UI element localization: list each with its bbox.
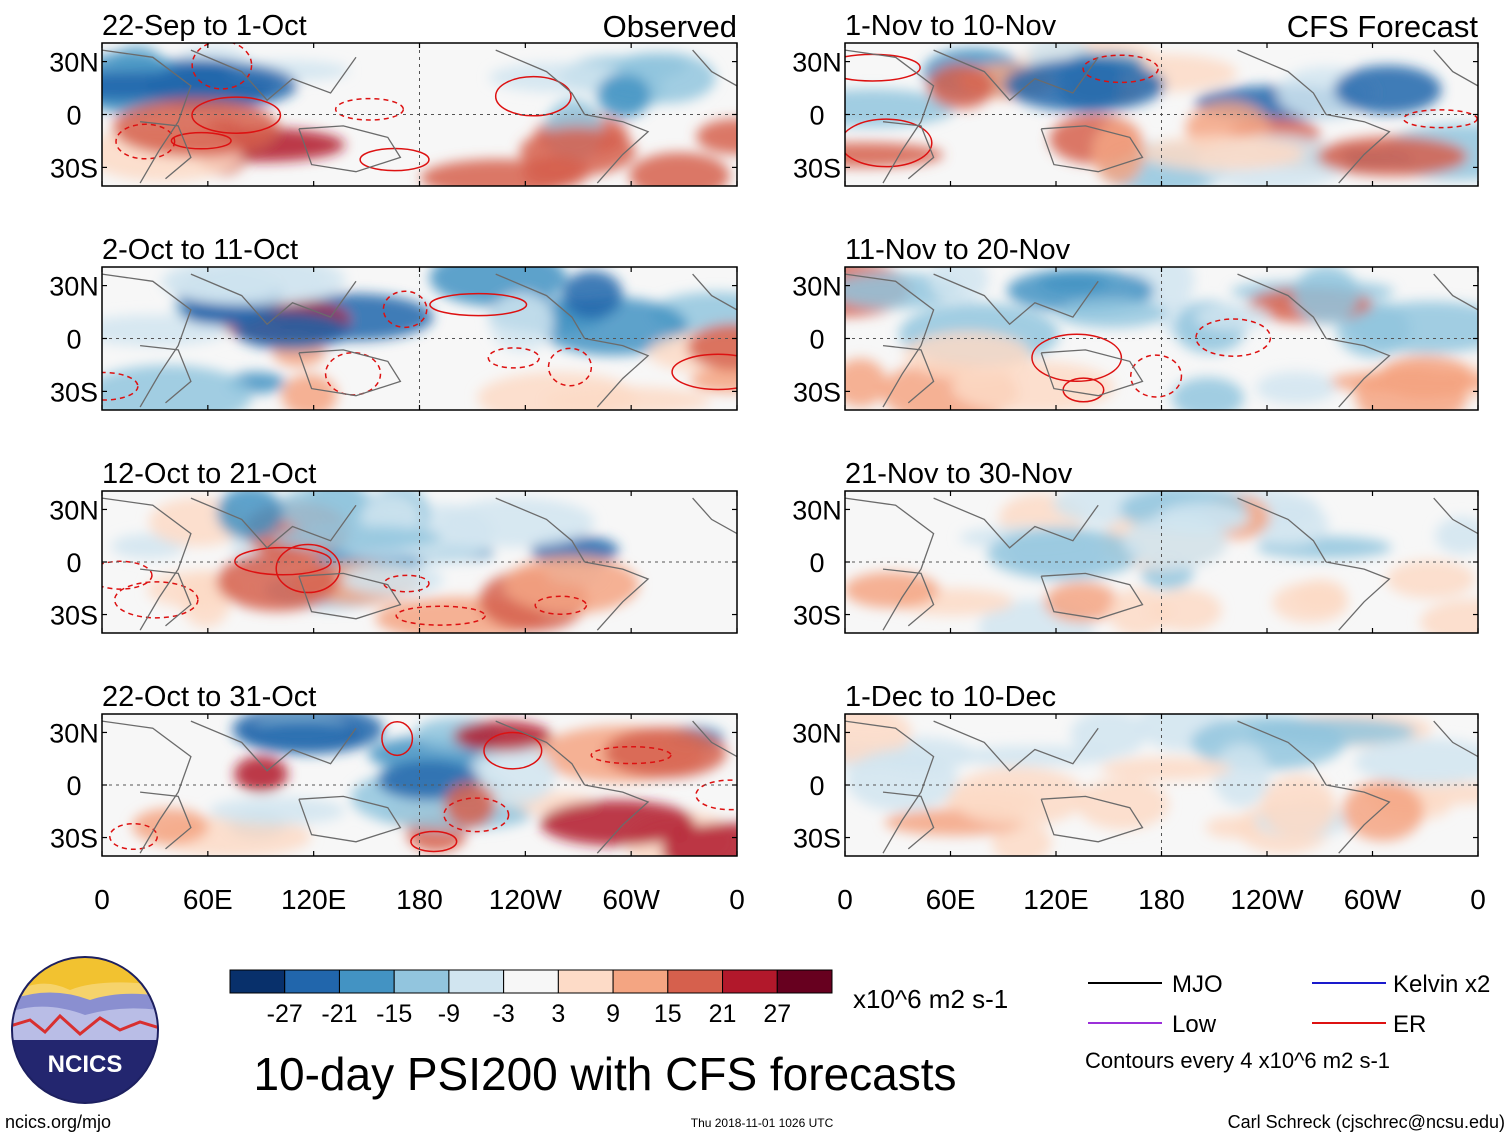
x-tick-label: 120W <box>1230 884 1304 915</box>
x-tick-label: 120E <box>1023 884 1088 915</box>
y-tick-label: 30S <box>793 153 841 183</box>
y-tick-label: 0 <box>809 771 824 801</box>
colorbar-tick-label: 3 <box>551 1000 565 1028</box>
colorbar-tick-label: 27 <box>763 1000 791 1028</box>
map-panel-obs-3: 30N 0 30S 22-Oct to 31-Oct <box>49 681 738 857</box>
y-tick-label: 0 <box>809 548 824 578</box>
panel-title: 22-Oct to 31-Oct <box>102 681 316 713</box>
colorbar-swatch <box>229 969 286 994</box>
panel-title: 12-Oct to 21-Oct <box>102 458 316 490</box>
colorbar-swatch <box>557 969 614 994</box>
colorbar-swatch <box>393 969 450 994</box>
logo-text: NCICS <box>48 1051 123 1078</box>
legend: MJO Kelvin x2 Low ER Contours every 4 x1… <box>1085 971 1490 1073</box>
units-label: x10^6 m2 s-1 <box>853 984 1008 1014</box>
colorbar: -27 -21 -15 -9 -3 3 9 15 21 27 <box>229 969 833 1028</box>
panel-title: 1-Nov to 10-Nov <box>845 10 1057 42</box>
x-tick-label: 180 <box>396 884 443 915</box>
colorbar-swatch <box>338 969 395 994</box>
x-tick-label: 60E <box>183 884 233 915</box>
footer-site-link[interactable]: ncics.org/mjo <box>5 1112 111 1132</box>
x-tick-label: 60W <box>1344 884 1402 915</box>
panel-title: 2-Oct to 11-Oct <box>102 234 298 266</box>
legend-er-label: ER <box>1393 1011 1426 1038</box>
legend-low-label: Low <box>1172 1011 1217 1038</box>
map-panel-obs-2: 30N 0 30S 12-Oct to 21-Oct <box>49 458 738 634</box>
figure-title: 10-day PSI200 with CFS forecasts <box>253 1048 956 1100</box>
y-tick-label: 30S <box>50 601 98 631</box>
panel-title: 11-Nov to 20-Nov <box>845 234 1071 266</box>
map-panel-fcst-3: 30N 0 30S 1-Dec to 10-Dec <box>792 681 1479 857</box>
y-tick-label: 30N <box>792 48 842 78</box>
colorbar-swatch <box>503 969 559 994</box>
footer-author: Carl Schreck (cjschrec@ncsu.edu) <box>1228 1112 1505 1132</box>
legend-mjo-label: MJO <box>1172 971 1223 998</box>
colorbar-swatch <box>284 969 340 994</box>
colorbar-tick-label: -15 <box>376 1000 412 1028</box>
map-panel-fcst-2: 30N 0 30S 21-Nov to 30-Nov <box>792 458 1479 634</box>
y-tick-label: 0 <box>66 101 81 131</box>
map-panel-obs-1: 30N 0 30S 2-Oct to 11-Oct <box>49 234 738 411</box>
legend-kelvin-label: Kelvin x2 <box>1393 971 1490 998</box>
y-tick-label: 0 <box>66 325 81 355</box>
colorbar-tick-label: 21 <box>709 1000 737 1028</box>
colorbar-swatch <box>722 969 778 994</box>
panel-title: 21-Nov to 30-Nov <box>845 458 1073 490</box>
y-tick-label: 30N <box>792 718 842 748</box>
y-tick-label: 30S <box>50 153 98 183</box>
y-tick-label: 30N <box>49 495 99 525</box>
x-tick-label: 60E <box>926 884 976 915</box>
y-tick-label: 30S <box>50 824 98 854</box>
y-tick-label: 30N <box>792 272 842 302</box>
panel-title: 22-Sep to 1-Oct <box>102 10 307 42</box>
colorbar-swatch <box>612 969 669 994</box>
y-tick-label: 30S <box>793 824 841 854</box>
y-tick-label: 30S <box>793 601 841 631</box>
y-tick-label: 30N <box>49 272 99 302</box>
map-panel-fcst-1: 30N 0 30S 11-Nov to 20-Nov <box>792 234 1479 411</box>
panel-title: 1-Dec to 10-Dec <box>845 681 1056 713</box>
ncics-logo: NCICS <box>11 956 159 1104</box>
x-tick-label: 60W <box>602 884 660 915</box>
colorbar-tick-label: 15 <box>654 1000 682 1028</box>
colorbar-swatch <box>776 969 833 994</box>
colorbar-swatch <box>667 969 724 994</box>
y-tick-label: 0 <box>66 548 81 578</box>
x-tick-label: 0 <box>94 884 110 915</box>
colorbar-tick-label: 9 <box>606 1000 620 1028</box>
x-tick-label: 180 <box>1138 884 1185 915</box>
x-tick-label: 0 <box>1470 884 1486 915</box>
footer-timestamp: Thu 2018-11-01 1026 UTC <box>691 1116 834 1130</box>
colorbar-swatch <box>448 969 505 994</box>
colorbar-tick-label: -9 <box>438 1000 460 1028</box>
map-panel-obs-0: 30N 0 30S 22-Sep to 1-Oct <box>49 10 738 187</box>
observed-column-label: Observed <box>603 9 737 44</box>
x-tick-labels: 0 60E 120E 180 120W 60W 0 0 60E 120E 180 120W 60W 0 <box>94 884 1486 915</box>
y-tick-label: 0 <box>66 771 81 801</box>
colorbar-tick-label: -27 <box>267 1000 303 1028</box>
colorbar-tick-label: -3 <box>493 1000 515 1028</box>
y-tick-label: 30N <box>49 718 99 748</box>
y-tick-label: 30N <box>792 495 842 525</box>
map-panel-fcst-0: 30N 0 30S 1-Nov to 10-Nov <box>792 10 1479 187</box>
y-tick-label: 0 <box>809 325 824 355</box>
y-tick-label: 30S <box>793 377 841 407</box>
y-tick-label: 30S <box>50 377 98 407</box>
colorbar-tick-label: -21 <box>321 1000 357 1028</box>
forecast-column-label: CFS Forecast <box>1287 9 1479 44</box>
x-tick-label: 0 <box>837 884 853 915</box>
contour-note: Contours every 4 x10^6 m2 s-1 <box>1085 1048 1390 1073</box>
y-tick-label: 0 <box>809 101 824 131</box>
x-tick-label: 120E <box>281 884 346 915</box>
x-tick-label: 0 <box>729 884 745 915</box>
y-tick-label: 30N <box>49 48 99 78</box>
x-tick-label: 120W <box>489 884 563 915</box>
